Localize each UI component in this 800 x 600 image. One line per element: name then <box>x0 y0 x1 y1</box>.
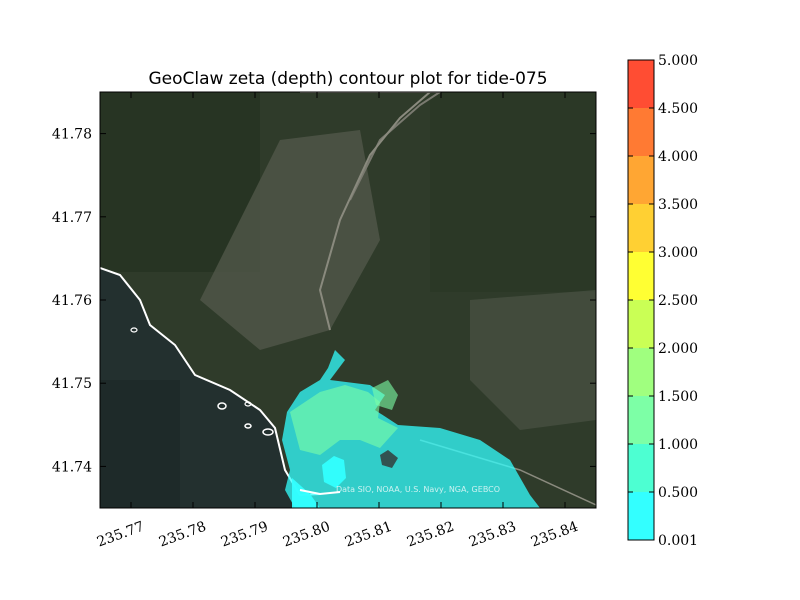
y-tick-label: 41.75 <box>52 376 92 392</box>
map-attribution: Data SIO, NOAA, U.S. Navy, NGA, GEBCO <box>336 485 500 494</box>
rock-outline <box>217 402 227 410</box>
forest-area-east <box>430 92 596 292</box>
colorbar-segment <box>628 108 654 156</box>
depth-level-0 <box>292 478 320 508</box>
colorbar: 0.001 0.500 1.000 1.500 2.000 2.500 3.000 3.500… <box>627 53 698 549</box>
colorbar-label: 1.000 <box>658 437 698 453</box>
x-tick-label: 235.78 <box>157 519 209 551</box>
colorbar-segment <box>628 300 654 348</box>
x-tick-label: 235.81 <box>343 519 395 551</box>
depth-level-2 <box>290 385 398 455</box>
y-axis: 41.74 41.75 41.76 41.77 41.78 <box>52 127 596 475</box>
satellite-map: Data SIO, NOAA, U.S. Navy, NGA, GEBCO <box>100 92 596 508</box>
colorbar-segment <box>628 444 654 492</box>
rock-outline <box>244 423 252 429</box>
colorbar-label: 0.500 <box>658 485 698 501</box>
colorbar-segment <box>628 348 654 396</box>
colorbar-label: 2.500 <box>658 293 698 309</box>
x-tick-label: 235.82 <box>405 519 457 551</box>
colorbar-label: 4.500 <box>658 101 698 117</box>
colorbar-segment <box>628 396 654 444</box>
colorbar-segment <box>628 492 654 540</box>
colorbar-label: 3.000 <box>658 245 698 261</box>
x-tick-label: 235.84 <box>529 519 581 551</box>
x-tick-label: 235.83 <box>467 519 519 551</box>
x-tick-label: 235.77 <box>95 519 147 551</box>
colorbar-label: 3.500 <box>658 197 698 213</box>
coastline <box>100 267 321 497</box>
x-tick-label: 235.79 <box>219 519 271 551</box>
colorbar-label: 5.000 <box>658 53 698 69</box>
suburb-area <box>470 290 596 430</box>
ocean-tile <box>100 380 180 508</box>
colorbar-label: 4.000 <box>658 149 698 165</box>
colorbar-segment <box>628 60 654 108</box>
y-tick-label: 41.78 <box>52 127 92 143</box>
highway-101 <box>318 92 431 331</box>
y-tick-label: 41.76 <box>52 293 92 309</box>
colorbar-label: 1.500 <box>658 389 698 405</box>
depth-level-0 <box>322 456 346 488</box>
x-tick-label: 235.80 <box>281 519 333 551</box>
town-area <box>200 130 380 350</box>
y-tick-label: 41.77 <box>52 210 92 226</box>
jetty-outline <box>299 489 341 496</box>
colorbar-label: 2.000 <box>658 341 698 357</box>
rock-outline <box>244 401 252 407</box>
rock-outline <box>262 428 274 436</box>
colorbar-label: 0.001 <box>658 533 698 549</box>
rock-outline <box>130 327 138 333</box>
colorbar-segment <box>628 156 654 204</box>
breakwater <box>380 450 398 468</box>
y-tick-label: 41.74 <box>52 459 92 475</box>
colorbar-segment <box>628 252 654 300</box>
colorbar-segment <box>628 204 654 252</box>
chart-title: GeoClaw zeta (depth) contour plot for ti… <box>148 69 547 89</box>
depth-level-2 <box>372 380 398 410</box>
